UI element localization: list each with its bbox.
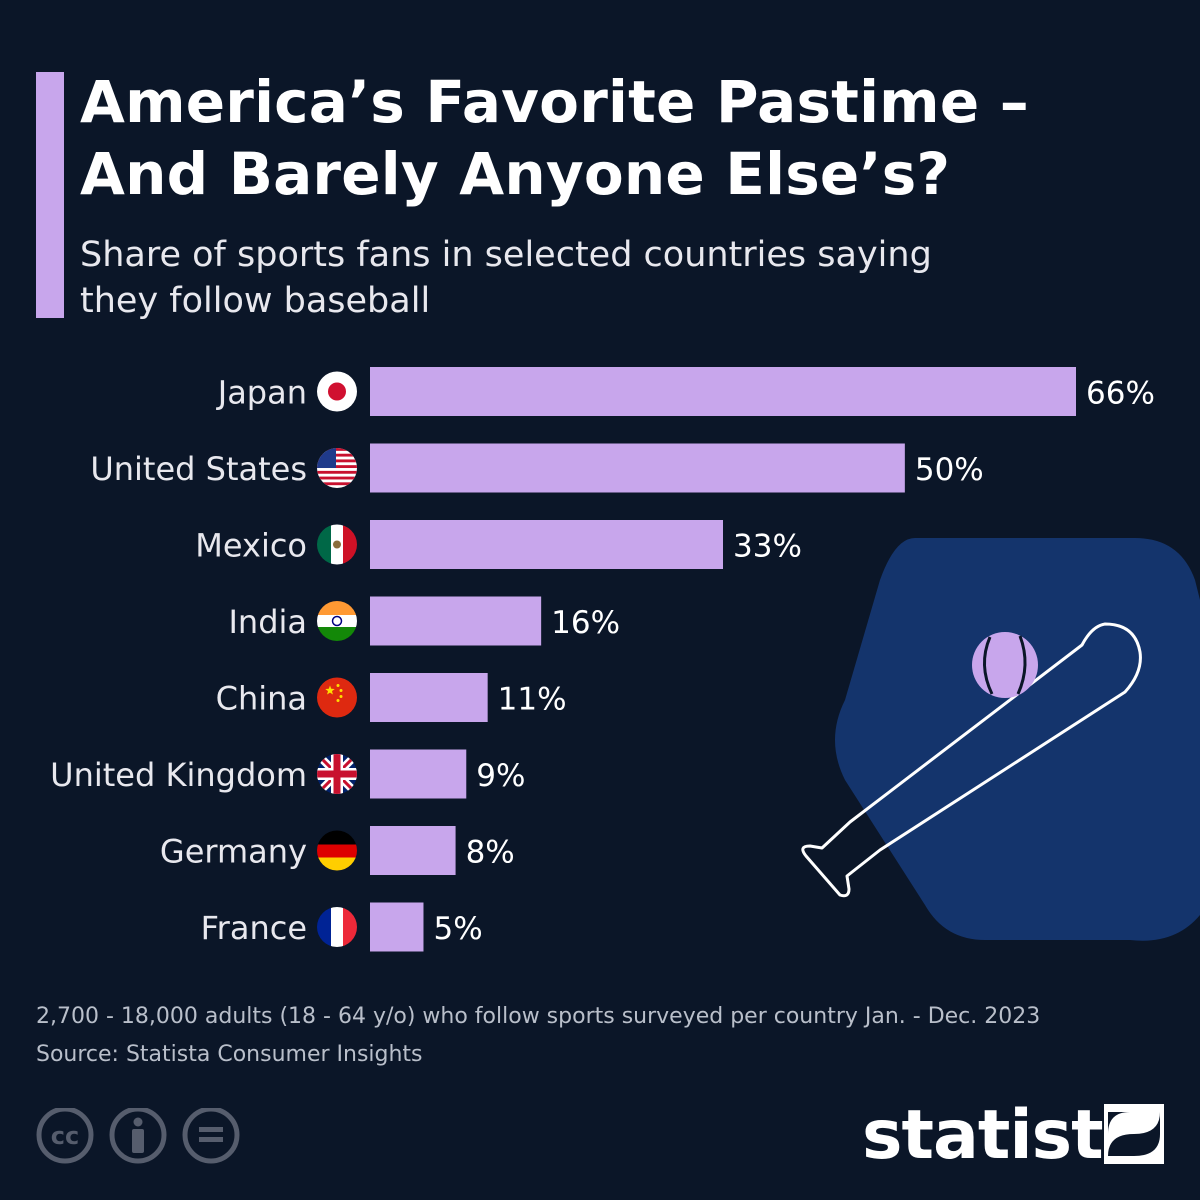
flag-uk-icon [317,754,357,794]
value-label-china: 11% [498,682,567,718]
survey-note: 2,700 - 18,000 adults (18 - 64 y/o) who … [36,1004,1041,1029]
chart-subtitle-line-2: they follow baseball [80,281,431,321]
value-label-india: 16% [551,605,620,641]
bar-united-states [370,443,905,493]
category-label-mexico: Mexico [195,527,307,565]
baseball-bat-icon [801,622,1142,898]
baseball-icon [972,632,1038,698]
bar-china [370,673,488,722]
flag-china-icon [317,677,357,718]
flag-india-icon [317,601,357,641]
flag-usa-icon [317,448,357,488]
flag-france-icon [317,907,357,947]
value-label-germany: 8% [466,835,515,871]
bar-mexico [370,520,723,569]
category-label-france: France [201,909,307,947]
country-flags [317,371,357,947]
attribution-icon[interactable] [109,1108,167,1164]
category-label-germany: Germany [160,833,307,871]
baseball-illustration [801,538,1200,941]
cc-icon[interactable]: cc [36,1108,94,1164]
category-label-india: India [228,603,307,641]
value-label-mexico: 33% [733,529,802,565]
value-label-united-states: 50% [915,452,984,488]
value-label-france: 5% [433,911,482,947]
value-label-united-kingdom: 9% [476,758,525,794]
category-labels: Japan United States Mexico India China United… [50,374,307,948]
svg-text:cc: cc [51,1122,79,1150]
chart-subtitle-line-1: Share of sports fans in selected countri… [80,235,932,275]
value-labels: 66% 50% 33% 16% 11% 9% 8% 5% [433,376,1154,948]
license-icons: cc [36,1108,240,1164]
bar-united-kingdom [370,749,467,799]
chart-subtitle: Share of sports fans in selected countri… [80,232,1040,324]
bars [370,367,1076,952]
source-note: Source: Statista Consumer Insights [36,1042,423,1067]
no-derivatives-icon[interactable] [182,1108,240,1164]
flag-japan-icon [317,371,357,412]
flag-mexico-icon [317,524,357,565]
statista-wordmark[interactable]: statista [862,1096,1149,1175]
title-accent-bar [36,72,64,318]
bar-india [370,596,542,646]
bar-chart: Japan United States Mexico India China United… [50,367,1200,952]
category-label-united-kingdom: United Kingdom [50,756,307,794]
bar-japan [370,367,1076,416]
value-label-japan: 66% [1086,376,1155,412]
background-hexagon-shape [835,538,1200,941]
bar-france [370,902,424,952]
footnote: 2,700 - 18,000 adults (18 - 64 y/o) who … [36,998,1040,1074]
category-label-united-states: United States [90,450,307,488]
chart-title-line-1: America’s Favorite Pastime – [80,68,1029,136]
category-label-china: China [216,680,307,718]
flag-germany-icon [317,830,357,871]
bar-germany [370,826,456,875]
chart-title: America’s Favorite Pastime – And Barely … [80,66,1170,210]
category-label-japan: Japan [216,374,307,412]
statista-logo-icon[interactable] [1104,1104,1164,1164]
chart-title-line-2: And Barely Anyone Else’s? [80,140,951,208]
